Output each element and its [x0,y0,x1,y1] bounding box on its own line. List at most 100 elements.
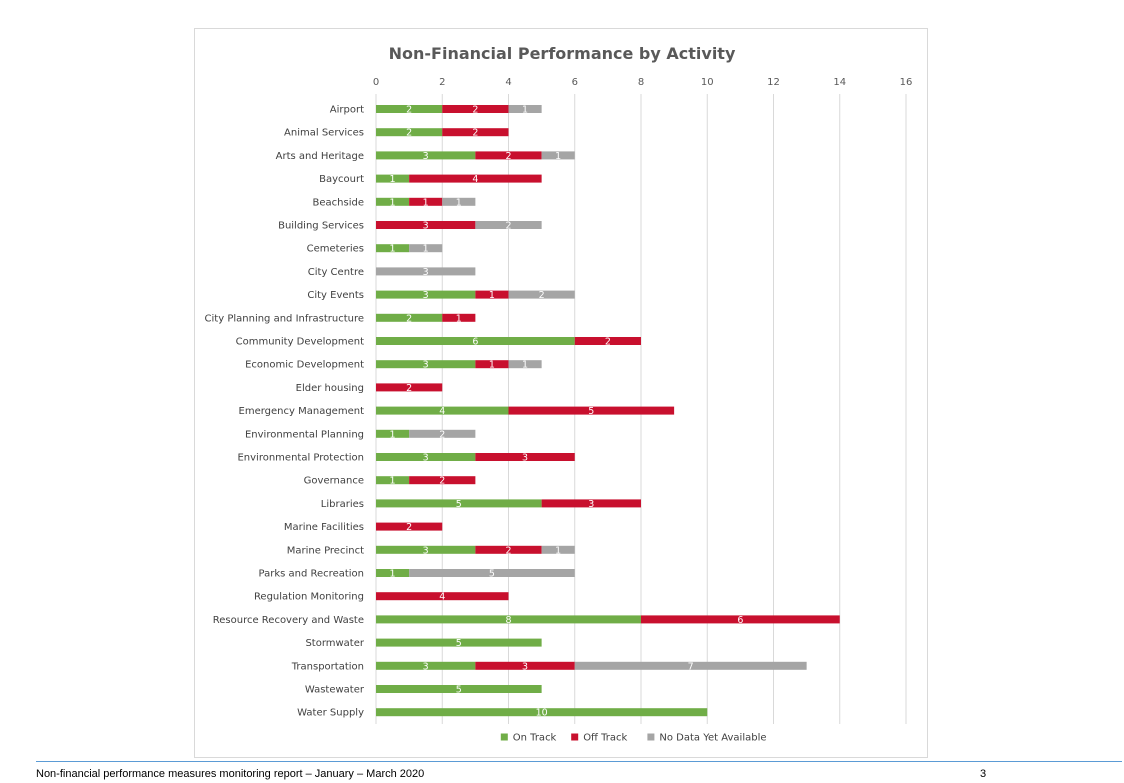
data-label: 3 [423,221,429,232]
category-label: Arts and Heritage [276,151,364,162]
bar-transportation-no-data-yet-available [574,661,807,670]
category-label: Baycourt [319,174,364,185]
data-label: 1 [423,197,429,208]
data-label: 1 [555,151,561,162]
bar-animal-services-off-track [442,128,509,137]
legend-swatch-no-data-yet-available [647,733,655,741]
bar-beachside-off-track [409,197,443,206]
data-label: 6 [737,615,743,626]
x-tick-label: 10 [701,77,714,88]
data-label: 1 [390,244,396,255]
x-tick-label: 0 [373,77,379,88]
category-label: Airport [330,105,364,116]
bar-economic-development-no-data-yet-available [508,360,542,369]
x-tick-label: 4 [505,77,511,88]
data-label: 1 [456,197,462,208]
chart-frame: Non-Financial Performance by Activity 0 2… [194,28,928,758]
bar-building-services-off-track [376,221,476,229]
category-label: Economic Development [245,360,364,371]
category-label: Stormwater [305,638,364,649]
bar-airport-off-track [442,105,509,113]
bar-city-centre-no-data-yet-available [376,267,476,276]
bar-wastewater-on-track [376,685,542,693]
bar-marine-precinct-no-data-yet-available [541,545,575,554]
data-label: 7 [688,661,694,672]
bar-emergency-management-on-track [376,406,509,415]
x-tick-label: 2 [439,77,445,88]
bar-arts-and-heritage-on-track [376,151,476,160]
bar-libraries-on-track [376,499,542,508]
bar-airport-no-data-yet-available [508,105,542,113]
data-label: 6 [472,337,478,348]
bar-city-planning-and-infrastructure-off-track [442,313,476,322]
category-label: Environmental Planning [245,429,364,440]
data-label: 4 [439,406,445,417]
data-label: 4 [439,592,445,603]
data-label: 2 [505,545,511,556]
data-label: 1 [489,290,495,301]
data-label: 5 [456,499,462,510]
bar-environmental-protection-on-track [376,453,476,461]
bar-marine-facilities-off-track [376,522,443,531]
bar-beachside-no-data-yet-available [442,197,476,206]
bar-regulation-monitoring-off-track [376,592,509,601]
category-label: Water Supply [297,708,364,719]
data-label: 2 [539,290,545,301]
data-label: 1 [489,360,495,371]
data-label: 5 [588,406,594,417]
data-label: 5 [456,638,462,649]
data-label: 2 [406,522,412,533]
x-tick-label: 8 [638,77,644,88]
data-label: 2 [605,337,611,348]
bar-environmental-protection-off-track [475,453,575,461]
data-label: 2 [472,128,478,139]
data-label: 1 [522,105,528,116]
data-label: 1 [555,545,561,556]
legend-swatch-on-track [500,733,508,741]
bar-libraries-off-track [541,499,641,508]
bar-cemeteries-on-track [376,244,410,253]
category-label: Animal Services [284,128,364,139]
category-label: Libraries [321,499,364,510]
data-label: 1 [390,197,396,208]
data-label: 2 [406,383,412,394]
data-label: 3 [423,151,429,162]
bar-cemeteries-no-data-yet-available [409,244,443,253]
data-label: 1 [390,476,396,487]
data-label: 2 [439,429,445,440]
data-label: 5 [456,685,462,696]
data-label: 2 [406,313,412,324]
bar-marine-precinct-on-track [376,545,476,554]
x-axis-ticks: 0 2 4 6 8 10 12 14 16 [373,77,913,88]
bar-transportation-on-track [376,661,476,670]
data-label: 1 [390,569,396,580]
data-label: 3 [588,499,594,510]
bar-economic-development-off-track [475,360,509,369]
bar-governance-on-track [376,476,410,485]
bar-city-planning-and-infrastructure-on-track [376,313,443,322]
category-label: Marine Precinct [287,545,364,556]
bar-stormwater-on-track [376,638,542,647]
bar-governance-off-track [409,476,476,485]
category-label: Cemeteries [307,244,364,255]
footer-rule [36,761,1122,762]
x-tick-label: 6 [572,77,578,88]
category-label: Resource Recovery and Waste [213,615,364,626]
category-label: City Planning and Infrastructure [205,313,364,324]
bar-baycourt-on-track [376,174,410,183]
bar-emergency-management-off-track [508,406,675,415]
category-label: Wastewater [305,685,365,696]
legend-label-no-data-yet-available: No Data Yet Available [659,733,766,744]
x-tick-label: 14 [833,77,846,88]
category-label: Elder housing [296,383,364,394]
bars: 2 2 1 2 2 3 2 1 1 4 1 1 1 3 2 1 1 3 3 1 2 2 1 6 2 3 1 1 2 4 5 1 2 3 3 1 2 5 3 2… [376,105,840,719]
data-label: 3 [522,661,528,672]
category-label: Beachside [313,197,364,208]
bar-environmental-planning-on-track [376,429,410,438]
category-label: Transportation [291,661,364,672]
category-label: Emergency Management [239,406,365,417]
bar-environmental-planning-no-data-yet-available [409,429,476,438]
legend-label-off-track: Off Track [583,733,627,744]
data-label: 3 [423,545,429,556]
data-label: 5 [489,569,495,580]
